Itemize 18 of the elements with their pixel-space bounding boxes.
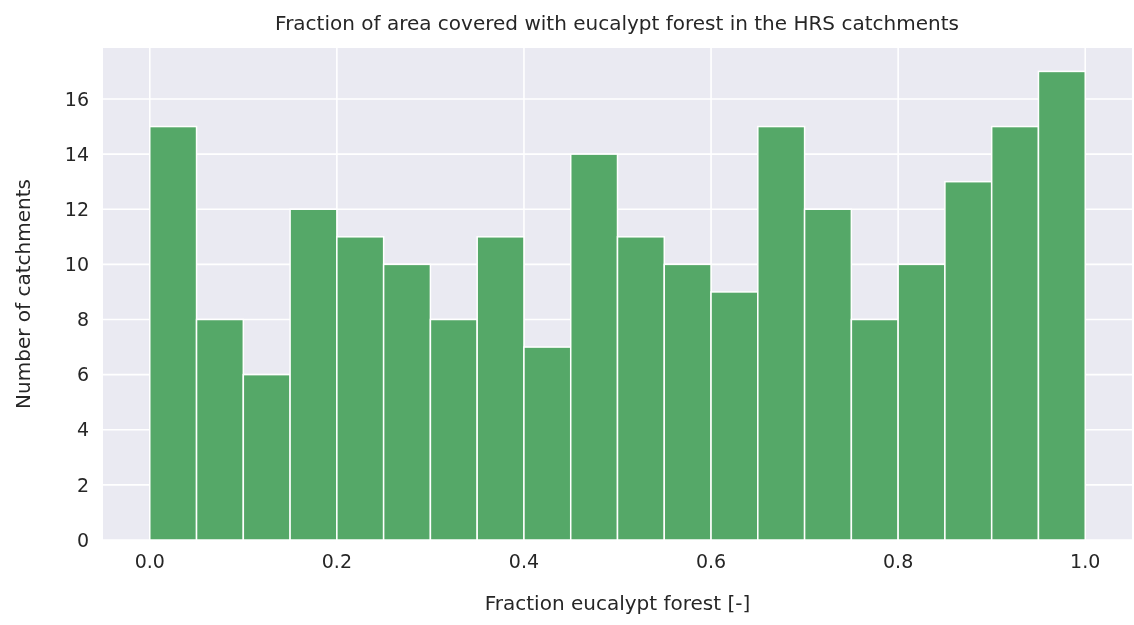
y-tick-label: 14 [64,142,89,165]
y-axis-title: Number of catchments [11,179,35,409]
x-axis-title: Fraction eucalypt forest [-] [484,591,751,615]
x-tick-label: 0.8 [883,550,914,572]
y-tick-label: 2 [76,473,89,496]
x-tick-label: 0.6 [695,550,727,572]
x-tick-label: 0.2 [321,550,352,572]
y-tick-label: 0 [76,528,89,551]
y-tick-label: 10 [64,253,89,276]
x-tick-label: 0.4 [508,550,540,572]
x-tick-label: 1.0 [1070,550,1101,572]
chart-title: Fraction of area covered with eucalypt forest in the HRS catchments [275,11,959,35]
y-tick-label: 12 [64,197,89,220]
y-tick-label: 8 [76,308,89,331]
y-tick-label: 4 [76,418,89,441]
x-tick-label: 0.0 [134,550,165,572]
y-tick-label: 16 [64,87,89,110]
y-tick-label: 6 [76,363,89,386]
